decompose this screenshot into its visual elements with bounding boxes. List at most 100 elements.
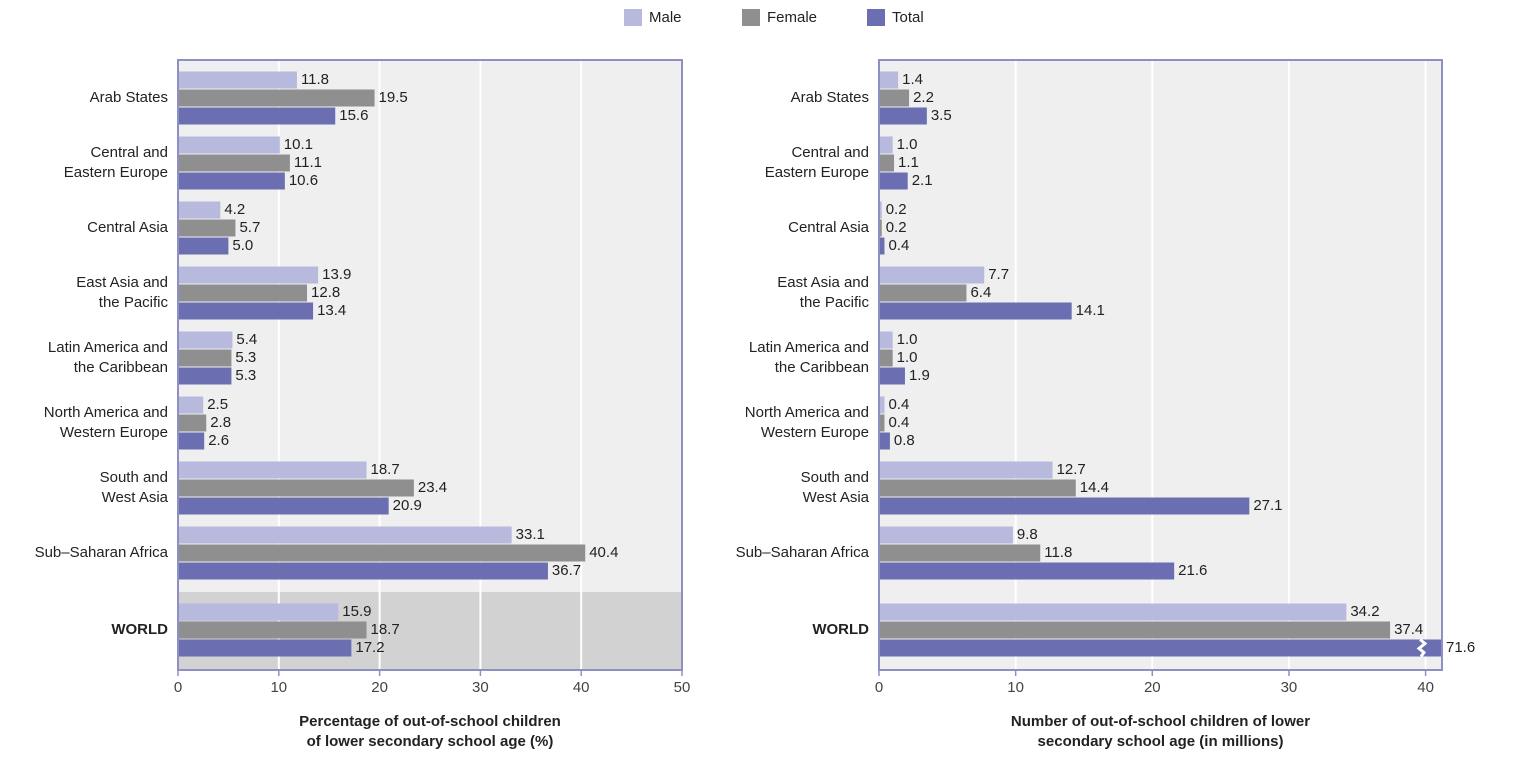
value-label: 0.2 — [885, 201, 907, 218]
value-label: 9.8 — [1016, 526, 1038, 543]
value-label: 5.3 — [235, 367, 257, 384]
bar — [178, 526, 512, 544]
axis-break — [1416, 638, 1428, 658]
bar — [879, 396, 885, 414]
value-label: 71.6 — [1446, 639, 1476, 656]
value-label: 37.4 — [1394, 621, 1424, 638]
value-label: 0.4 — [888, 414, 910, 431]
category-label: South and West Asia — [800, 469, 869, 506]
bar — [879, 621, 1391, 639]
value-label: 1.0 — [896, 349, 918, 366]
value-label: 23.4 — [417, 479, 448, 496]
category-label: East Asia and the Pacific — [76, 274, 168, 311]
value-label: 20.9 — [392, 497, 422, 514]
bar — [178, 107, 336, 125]
value-label: 1.0 — [896, 331, 918, 348]
x-tick-label: 0 — [173, 679, 183, 696]
bar — [879, 172, 908, 190]
bar — [879, 71, 899, 89]
bar — [178, 154, 290, 172]
value-label: 5.4 — [236, 331, 258, 348]
plot-border — [177, 59, 683, 671]
category-label: Central Asia — [788, 219, 869, 236]
bar — [178, 71, 297, 89]
value-label: 2.8 — [210, 414, 232, 431]
x-tick-label: 40 — [572, 679, 590, 696]
value-label: 11.8 — [1044, 544, 1073, 561]
value-label: 15.9 — [342, 603, 372, 620]
value-label: 2.5 — [207, 396, 229, 413]
x-tick-label: 20 — [371, 679, 388, 696]
bar — [879, 237, 885, 255]
value-label: 10.6 — [288, 172, 319, 189]
value-label: 1.1 — [898, 154, 919, 171]
value-label: 3.5 — [930, 107, 952, 124]
category-label: WORLD — [111, 621, 168, 638]
value-label: 12.8 — [311, 284, 341, 301]
bar — [879, 414, 885, 432]
bar — [879, 331, 893, 349]
legend-label: Total — [892, 9, 924, 26]
x-tick-label: 10 — [1007, 679, 1024, 696]
bar — [178, 497, 389, 515]
value-label: 5.3 — [235, 349, 257, 366]
bar — [879, 432, 890, 450]
bar — [178, 562, 548, 580]
value-label: 13.4 — [317, 302, 347, 319]
value-label: 27.1 — [1253, 497, 1283, 514]
value-label: 11.8 — [300, 71, 330, 88]
bar — [178, 621, 367, 639]
value-label: 0.4 — [888, 237, 910, 254]
bar — [178, 479, 414, 497]
value-label: 15.6 — [339, 107, 369, 124]
bar — [879, 544, 1041, 562]
category-label: Latin America and the Caribbean — [748, 339, 869, 376]
bar — [178, 639, 352, 657]
bar — [178, 266, 319, 284]
value-label: 18.7 — [370, 461, 400, 478]
value-label: 1.0 — [896, 136, 918, 153]
value-label: 5.7 — [239, 219, 261, 236]
bar — [879, 154, 895, 172]
category-label: Central Asia — [87, 219, 168, 236]
bar — [178, 219, 236, 237]
category-label: South and West Asia — [99, 469, 168, 506]
bar — [178, 349, 232, 367]
category-label: Sub–Saharan Africa — [34, 544, 168, 561]
value-label: 0.8 — [893, 432, 915, 449]
value-label: 17.2 — [355, 639, 385, 656]
value-label: 2.6 — [208, 432, 230, 449]
x-tick-label: 30 — [1280, 679, 1298, 696]
value-label: 7.7 — [988, 266, 1010, 283]
value-label: 18.7 — [370, 621, 400, 638]
x-tick-label: 20 — [1143, 679, 1161, 696]
bar — [879, 349, 893, 367]
bar — [178, 136, 280, 154]
category-label: East Asia and the Pacific — [777, 274, 869, 311]
x-axis-title: Number of out-of-school children of lowe… — [1010, 713, 1311, 750]
value-label: 5.0 — [232, 237, 254, 254]
category-label: Sub–Saharan Africa — [735, 544, 869, 561]
legend-swatch — [867, 9, 885, 26]
x-tick-label: 0 — [874, 679, 884, 696]
bar — [879, 302, 1072, 320]
bar — [879, 603, 1347, 621]
bar — [178, 432, 205, 450]
bar — [879, 284, 967, 302]
bar — [879, 107, 927, 125]
x-tick-label: 40 — [1417, 679, 1434, 696]
value-label: 33.1 — [515, 526, 545, 543]
category-label: Central and Eastern Europe — [764, 144, 869, 181]
value-label: 0.4 — [888, 396, 910, 413]
bar — [879, 266, 985, 284]
bar — [178, 396, 204, 414]
value-label: 14.4 — [1079, 479, 1109, 496]
category-label: North America and Western Europe — [43, 404, 168, 441]
bar — [178, 331, 233, 349]
value-label: 40.4 — [589, 544, 619, 561]
bar — [879, 639, 1442, 657]
category-label: Latin America and the Caribbean — [47, 339, 168, 376]
bar — [879, 136, 893, 154]
bar — [879, 497, 1250, 515]
